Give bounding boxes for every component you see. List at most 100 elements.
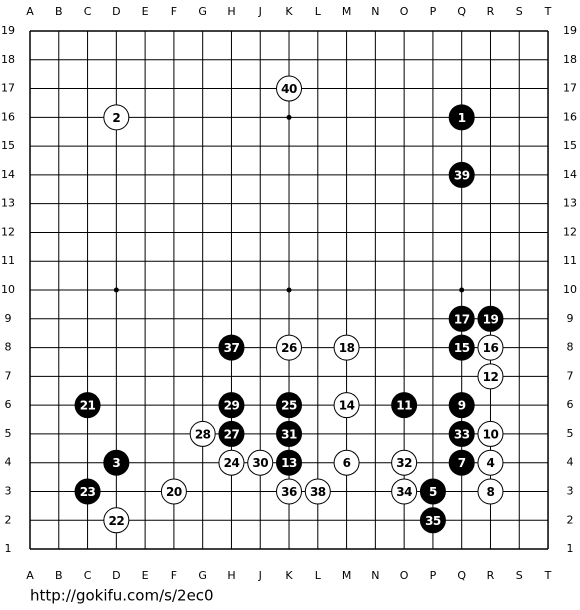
white-stone <box>160 478 187 505</box>
column-label: E <box>142 5 149 18</box>
column-label: C <box>84 569 92 582</box>
black-stone <box>448 104 475 131</box>
column-label: T <box>544 5 552 18</box>
white-stone <box>333 449 360 476</box>
row-label: 1 <box>5 542 12 555</box>
black-stone <box>448 305 475 332</box>
black-stone <box>74 478 101 505</box>
column-label: H <box>227 569 235 582</box>
white-stone <box>304 478 331 505</box>
row-label: 15 <box>563 139 577 152</box>
row-label: 8 <box>567 341 574 354</box>
column-label: J <box>258 5 262 18</box>
black-stone <box>74 392 101 419</box>
source-url: http://gokifu.com/s/2ec0 <box>30 587 214 605</box>
move-number: 28 <box>195 427 211 441</box>
move-number: 35 <box>425 514 441 528</box>
row-label: 13 <box>563 197 577 210</box>
move-number: 22 <box>108 514 124 528</box>
move-number: 3 <box>112 456 120 470</box>
move-number: 38 <box>310 485 326 499</box>
move-number: 8 <box>487 485 495 499</box>
white-stone <box>276 334 303 361</box>
column-label: N <box>371 5 379 18</box>
column-label: F <box>171 5 177 18</box>
row-label: 7 <box>5 369 12 382</box>
move-number: 30 <box>252 456 268 470</box>
white-stone <box>103 507 130 534</box>
white-stone <box>477 420 504 447</box>
column-label: D <box>112 569 120 582</box>
move-number: 1 <box>458 111 466 125</box>
row-label: 5 <box>567 427 574 440</box>
column-label: P <box>430 569 437 582</box>
column-label: C <box>84 5 92 18</box>
row-label: 6 <box>5 398 12 411</box>
column-label: S <box>516 5 523 18</box>
black-stone <box>419 507 446 534</box>
move-number: 39 <box>454 168 470 182</box>
star-point <box>286 114 292 120</box>
white-stone <box>103 104 130 131</box>
row-label: 4 <box>5 456 12 469</box>
row-label: 19 <box>1 24 15 37</box>
move-number: 6 <box>343 456 351 470</box>
black-stone <box>448 392 475 419</box>
row-label: 17 <box>563 82 577 95</box>
black-stone <box>419 478 446 505</box>
black-stone <box>218 420 245 447</box>
row-label: 2 <box>5 513 12 526</box>
column-label: R <box>487 569 495 582</box>
white-stone <box>276 478 303 505</box>
white-stone <box>276 75 303 102</box>
star-point <box>286 287 292 293</box>
move-number: 24 <box>224 456 240 470</box>
move-number: 5 <box>429 485 437 499</box>
move-number: 4 <box>487 456 495 470</box>
move-number: 2 <box>112 111 120 125</box>
black-stone <box>477 305 504 332</box>
white-stone <box>189 420 216 447</box>
row-label: 14 <box>563 168 577 181</box>
row-label: 14 <box>1 168 15 181</box>
column-label: L <box>315 5 322 18</box>
row-label: 7 <box>567 369 574 382</box>
column-label: G <box>198 569 207 582</box>
black-stone <box>276 420 303 447</box>
column-label: T <box>544 569 552 582</box>
move-number: 34 <box>396 485 412 499</box>
column-label: G <box>198 5 207 18</box>
black-stone <box>448 449 475 476</box>
move-number: 7 <box>458 456 466 470</box>
move-number: 12 <box>483 370 499 384</box>
move-number: 32 <box>396 456 412 470</box>
row-label: 18 <box>1 53 15 66</box>
move-number: 26 <box>281 341 297 355</box>
row-label: 16 <box>563 110 577 123</box>
move-number: 27 <box>224 427 240 441</box>
black-stone <box>103 449 130 476</box>
column-label: D <box>112 5 120 18</box>
move-number: 21 <box>80 399 96 413</box>
row-label: 13 <box>1 197 15 210</box>
column-label: F <box>171 569 177 582</box>
move-number: 11 <box>396 399 412 413</box>
white-stone <box>333 392 360 419</box>
column-label: K <box>285 569 293 582</box>
black-stone <box>448 420 475 447</box>
row-label: 3 <box>567 484 574 497</box>
black-stone <box>276 392 303 419</box>
row-label: 2 <box>567 513 574 526</box>
white-stone <box>477 363 504 390</box>
column-label: A <box>26 569 34 582</box>
move-number: 20 <box>166 485 182 499</box>
move-number: 15 <box>454 341 470 355</box>
white-stone <box>218 449 245 476</box>
column-label: R <box>487 5 495 18</box>
column-label: K <box>285 5 293 18</box>
move-number: 17 <box>454 312 470 326</box>
row-label: 9 <box>5 312 12 325</box>
column-label: E <box>142 569 149 582</box>
